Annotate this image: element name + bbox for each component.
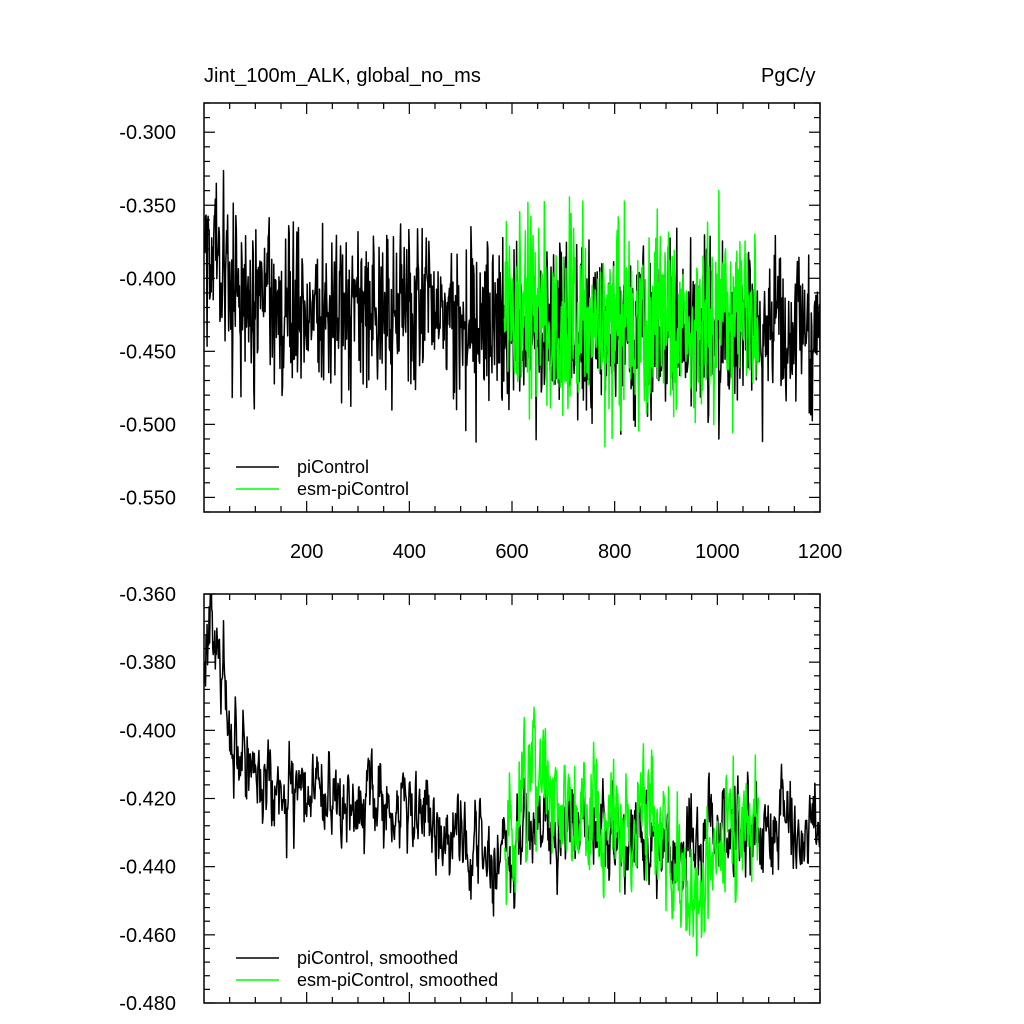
y-tick-label: -0.480	[119, 993, 176, 1015]
x-tick-label: 1200	[798, 541, 843, 563]
bottom-panel: -0.480 -0.460 -0.440 -0.420 -0.400 -0.380 -0.3…	[119, 584, 821, 1015]
y-tick-label: -0.400	[119, 720, 176, 742]
y-tick-label: -0.460	[119, 925, 176, 947]
y-tick-label: -0.550	[119, 487, 176, 509]
y-tick-label: -0.400	[119, 268, 176, 290]
chart-title: Jint_100m_ALK, global_no_ms	[204, 65, 481, 87]
y-tick-label: -0.450	[119, 341, 176, 363]
series-line-esm-picontrol	[503, 189, 760, 448]
chart-units: PgC/y	[761, 65, 816, 87]
y-tick-label: -0.500	[119, 414, 176, 436]
x-tick-label: 400	[393, 541, 426, 563]
x-tick-label: 800	[598, 541, 631, 563]
y-tick-label: -0.360	[119, 584, 176, 606]
series-line-esm-picontrol	[503, 706, 760, 957]
legend-label: esm-piControl, smoothed	[297, 970, 498, 990]
y-tick-label: -0.420	[119, 789, 176, 811]
legend-label: esm-piControl	[297, 479, 409, 499]
y-tick-label: -0.350	[119, 195, 176, 217]
y-tick-label: -0.300	[119, 122, 176, 144]
top-panel: 200 400 600 800 1000 1200 -0.550 -0.500 -0.450 -0…	[119, 102, 843, 563]
y-tick-label: -0.440	[119, 857, 176, 879]
x-tick-label: 200	[290, 541, 323, 563]
x-tick-label: 600	[495, 541, 528, 563]
y-tick-label: -0.380	[119, 652, 176, 674]
legend-label: piControl	[297, 457, 369, 477]
legend-label: piControl, smoothed	[297, 948, 458, 968]
x-tick-label: 1000	[695, 541, 740, 563]
